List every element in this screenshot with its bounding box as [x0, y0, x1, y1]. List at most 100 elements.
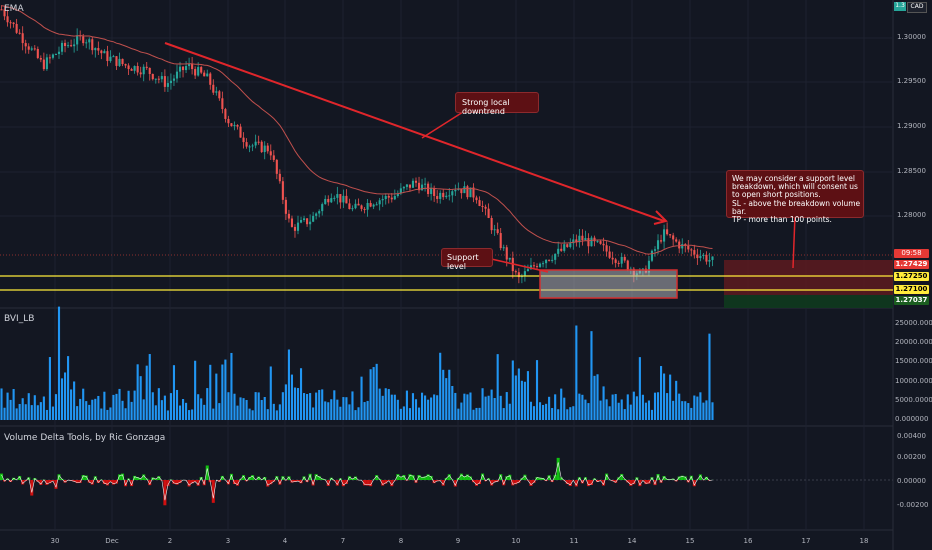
volume-bar[interactable] [360, 376, 363, 420]
candle-body[interactable] [121, 58, 124, 65]
candle-body[interactable] [363, 208, 366, 210]
callout-downtrend[interactable]: Strong local downtrend [455, 92, 539, 116]
candle-body[interactable] [172, 78, 176, 81]
candle-body[interactable] [687, 245, 690, 250]
volume-bar[interactable] [420, 392, 424, 420]
volume-bar[interactable] [85, 401, 88, 420]
volume-bar[interactable] [538, 402, 542, 420]
candle-body[interactable] [666, 229, 669, 235]
candle-body[interactable] [414, 180, 418, 183]
candle-body[interactable] [487, 208, 490, 218]
volume-bar[interactable] [245, 400, 248, 420]
candle-body[interactable] [605, 245, 608, 252]
volume-bar[interactable] [581, 394, 584, 420]
candle-body[interactable] [188, 63, 191, 67]
volume-bar[interactable] [209, 364, 212, 420]
volume-bar[interactable] [97, 395, 100, 420]
volume-bar[interactable] [487, 395, 490, 420]
volume-bar[interactable] [656, 392, 660, 420]
candle-body[interactable] [206, 73, 209, 77]
candle-body[interactable] [215, 91, 218, 93]
candle-body[interactable] [27, 46, 30, 50]
volume-bar[interactable] [696, 396, 699, 420]
candle-body[interactable] [599, 241, 602, 244]
volume-bar[interactable] [115, 393, 118, 420]
volume-bar[interactable] [278, 404, 281, 420]
candle-body[interactable] [481, 205, 484, 207]
candle-body[interactable] [181, 66, 185, 71]
volume-bar[interactable] [263, 396, 266, 420]
volume-bar[interactable] [508, 403, 511, 420]
volume-bar[interactable] [641, 394, 644, 420]
candle-body[interactable] [194, 69, 197, 76]
volume-bar[interactable] [490, 389, 493, 420]
candle-body[interactable] [590, 237, 593, 247]
candle-body[interactable] [442, 192, 445, 198]
volume-bar[interactable] [414, 399, 418, 420]
volume-bar[interactable] [336, 399, 339, 420]
volume-bar[interactable] [36, 405, 39, 420]
candle-body[interactable] [230, 123, 233, 127]
candle-body[interactable] [532, 265, 536, 267]
candle-body[interactable] [436, 196, 439, 199]
volume-bar[interactable] [178, 405, 182, 420]
volume-bar[interactable] [659, 366, 663, 420]
candle-body[interactable] [212, 84, 215, 93]
volume-bar[interactable] [454, 392, 457, 420]
candle-body[interactable] [30, 48, 33, 50]
volume-bar[interactable] [502, 408, 505, 420]
volume-bar[interactable] [82, 388, 85, 420]
volume-bar[interactable] [369, 369, 372, 420]
volume-bar[interactable] [354, 410, 357, 420]
candle-body[interactable] [472, 187, 475, 198]
volume-bar[interactable] [427, 399, 430, 420]
candle-body[interactable] [257, 141, 260, 143]
volume-bar[interactable] [566, 409, 569, 420]
volume-bar[interactable] [88, 404, 91, 420]
candle-body[interactable] [448, 195, 451, 197]
volume-bar[interactable] [63, 372, 67, 420]
candle-body[interactable] [381, 199, 384, 201]
candle-body[interactable] [91, 39, 94, 51]
candle-body[interactable] [369, 202, 372, 207]
candle-body[interactable] [324, 198, 327, 205]
volume-bar[interactable] [136, 364, 139, 420]
candle-body[interactable] [614, 259, 617, 263]
candle-body[interactable] [484, 206, 487, 209]
candle-body[interactable] [505, 247, 508, 260]
volume-bar[interactable] [578, 393, 581, 420]
volume-bar[interactable] [221, 364, 224, 420]
candle-body[interactable] [650, 250, 654, 261]
volume-bar[interactable] [411, 393, 415, 420]
volume-bar[interactable] [448, 369, 451, 420]
volume-bar[interactable] [145, 365, 148, 420]
volume-bar[interactable] [666, 393, 669, 420]
candle-body[interactable] [254, 141, 257, 146]
volume-bar[interactable] [309, 393, 312, 420]
volume-bar[interactable] [227, 392, 230, 420]
candle-body[interactable] [502, 247, 505, 249]
candle-body[interactable] [496, 229, 499, 234]
volume-bar[interactable] [587, 403, 590, 420]
candle-body[interactable] [12, 22, 15, 24]
volume-bar[interactable] [299, 368, 303, 420]
candle-body[interactable] [251, 145, 254, 147]
candle-body[interactable] [563, 244, 566, 251]
volume-bar[interactable] [520, 380, 523, 420]
candle-body[interactable] [345, 195, 348, 204]
candle-body[interactable] [554, 253, 557, 260]
volume-bar[interactable] [330, 399, 333, 420]
candle-body[interactable] [360, 205, 363, 209]
volume-bar[interactable] [481, 388, 484, 420]
volume-bar[interactable] [529, 401, 533, 420]
candle-body[interactable] [51, 54, 55, 58]
candle-body[interactable] [148, 67, 151, 74]
candle-body[interactable] [330, 198, 333, 203]
candle-body[interactable] [118, 58, 121, 66]
volume-bar[interactable] [466, 394, 469, 420]
candle-body[interactable] [57, 51, 61, 55]
candle-body[interactable] [433, 188, 436, 197]
volume-bar[interactable] [711, 402, 714, 420]
candle-body[interactable] [581, 235, 584, 241]
candle-body[interactable] [142, 66, 145, 75]
